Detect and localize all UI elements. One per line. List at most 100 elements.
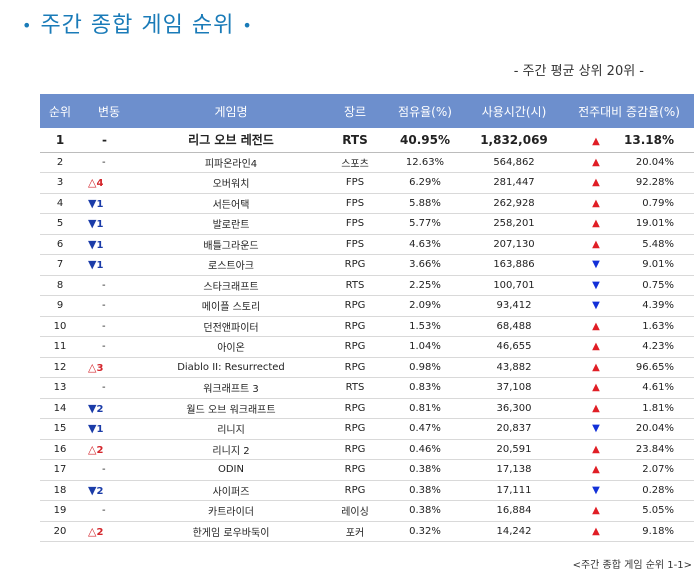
genre-cell: RPG: [344, 259, 366, 271]
hours-cell: 258,201: [493, 218, 535, 230]
hours-cell: 68,488: [496, 320, 532, 332]
share-cell: 6.29%: [409, 177, 441, 189]
weekly-rate-cell: ▲ 23.84%: [564, 439, 694, 460]
table-row: 20 △2 한게임 로우바둑이 포커 0.32% 14,242 ▲ 9.18%: [40, 521, 694, 542]
share-cell: 0.38%: [409, 484, 441, 496]
rank-cell: 20: [53, 525, 67, 537]
rank-cell: 5: [56, 218, 64, 230]
rank-change-cell: ▼1: [80, 214, 138, 235]
rank-change-cell: -: [80, 296, 138, 317]
hours-cell: 1,832,069: [480, 132, 548, 147]
weekly-rate-value: 23.84%: [635, 443, 674, 455]
change-down-icon: ▼: [88, 258, 97, 272]
rank-change-cell: △2: [80, 439, 138, 460]
rank-change-cell: ▼1: [80, 419, 138, 440]
rank-change-cell: -: [80, 152, 138, 173]
weekly-rate-cell: ▲ 1.81%: [564, 398, 694, 419]
rank-change-value: 4: [96, 178, 104, 190]
game-name-cell: 리니지: [217, 425, 245, 437]
weekly-rate-value: 0.75%: [642, 279, 674, 291]
game-name-cell: 아이온: [217, 343, 245, 355]
game-name-cell: 사이퍼즈: [212, 486, 250, 498]
weekly-rate-cell: ▲ 9.18%: [564, 521, 694, 542]
game-name-cell: 로스트아크: [208, 261, 254, 273]
table-row: 19 - 카트라이더 레이싱 0.38% 16,884 ▲ 5.05%: [40, 501, 694, 521]
weekly-rate-cell: ▼ 20.04%: [564, 419, 694, 440]
weekly-rate-value: 1.81%: [642, 402, 674, 414]
hours-cell: 17,111: [496, 484, 532, 496]
change-down-icon: ▼: [88, 237, 97, 251]
genre-cell: RPG: [344, 320, 366, 332]
weekly-rate-cell: ▲ 20.04%: [564, 152, 694, 173]
share-cell: 40.95%: [400, 132, 450, 147]
genre-cell: FPS: [345, 218, 365, 230]
hours-cell: 37,108: [496, 382, 532, 394]
game-name-cell: 오버워치: [212, 179, 250, 191]
rank-change-cell: △4: [80, 173, 138, 194]
share-cell: 4.63%: [409, 238, 441, 250]
weekly-rate-cell: ▲ 2.07%: [564, 460, 694, 481]
trend-down-icon: ▼: [592, 300, 600, 312]
game-name-cell: 월드 오브 워크래프트: [186, 404, 276, 416]
rank-cell: 6: [56, 238, 64, 250]
share-cell: 3.66%: [409, 259, 441, 271]
rank-change-cell: ▼1: [80, 255, 138, 276]
share-cell: 0.98%: [409, 361, 441, 373]
share-cell: 0.46%: [409, 443, 441, 455]
game-name-cell: 카트라이더: [208, 507, 254, 519]
rank-change-value: 1: [96, 219, 104, 231]
weekly-rate-value: 9.18%: [642, 525, 674, 537]
rank-cell: 4: [56, 197, 64, 209]
weekly-rate-cell: ▼ 0.28%: [564, 480, 694, 501]
rank-change-cell: -: [80, 275, 138, 296]
share-cell: 1.04%: [409, 341, 441, 353]
table-row: 18 ▼2 사이퍼즈 RPG 0.38% 17,111 ▼ 0.28%: [40, 480, 694, 501]
weekly-rate-value: 96.65%: [635, 361, 674, 373]
game-name-cell: ODIN: [217, 464, 244, 476]
genre-cell: RPG: [344, 300, 366, 312]
hours-cell: 564,862: [493, 156, 535, 168]
table-subtitle: - 주간 평균 상위 20위 -: [513, 64, 644, 79]
trend-up-icon: ▲: [592, 238, 600, 250]
game-name-cell: 스타크래프트: [203, 281, 259, 293]
rank-change-value: -: [102, 300, 106, 312]
weekly-rate-cell: ▼ 4.39%: [564, 296, 694, 317]
table-row: 7 ▼1 로스트아크 RPG 3.66% 163,886 ▼ 9.01%: [40, 255, 694, 276]
trend-down-icon: ▼: [592, 423, 600, 435]
rank-change-value: 2: [96, 444, 104, 456]
game-name-cell: 배틀그라운드: [203, 240, 259, 252]
change-down-icon: ▼: [88, 196, 97, 210]
hours-cell: 14,242: [496, 525, 532, 537]
rank-change-value: 2: [96, 403, 104, 415]
hours-cell: 17,138: [496, 464, 532, 476]
change-up-icon: △: [88, 524, 97, 538]
share-cell: 0.32%: [409, 525, 441, 537]
rank-change-value: -: [102, 279, 106, 291]
weekly-rate-cell: ▲ 5.48%: [564, 234, 694, 255]
weekly-rate-cell: ▲ 1.63%: [564, 316, 694, 337]
genre-cell: RPG: [344, 443, 366, 455]
weekly-rate-cell: ▲ 92.28%: [564, 173, 694, 194]
trend-up-icon: ▲: [592, 505, 600, 517]
weekly-rate-value: 13.18%: [624, 132, 674, 147]
share-cell: 0.83%: [409, 382, 441, 394]
rank-cell: 12: [53, 361, 67, 373]
rank-change-cell: △3: [80, 357, 138, 378]
change-down-icon: ▼: [88, 483, 97, 497]
table-row: 8 - 스타크래프트 RTS 2.25% 100,701 ▼ 0.75%: [40, 275, 694, 296]
rank-change-value: -: [102, 320, 106, 332]
genre-cell: RPG: [344, 361, 366, 373]
share-cell: 5.77%: [409, 218, 441, 230]
table-header-row: 순위 변동 게임명 장르 점유율(%) 사용시간(시) 전주대비 증감율(%): [40, 94, 694, 128]
game-ranking-table: 순위 변동 게임명 장르 점유율(%) 사용시간(시) 전주대비 증감율(%) …: [40, 94, 694, 542]
table-row: 6 ▼1 배틀그라운드 FPS 4.63% 207,130 ▲ 5.48%: [40, 234, 694, 255]
column-header-share: 점유율(%): [398, 104, 452, 119]
weekly-rate-value: 1.63%: [642, 320, 674, 332]
rank-change-value: -: [102, 341, 106, 353]
rank-cell: 16: [53, 443, 67, 455]
change-up-icon: △: [88, 442, 97, 456]
rank-cell: 14: [53, 402, 67, 414]
column-header-rank: 순위: [48, 104, 72, 119]
genre-cell: 레이싱: [341, 507, 369, 519]
trend-up-icon: ▲: [592, 341, 600, 353]
